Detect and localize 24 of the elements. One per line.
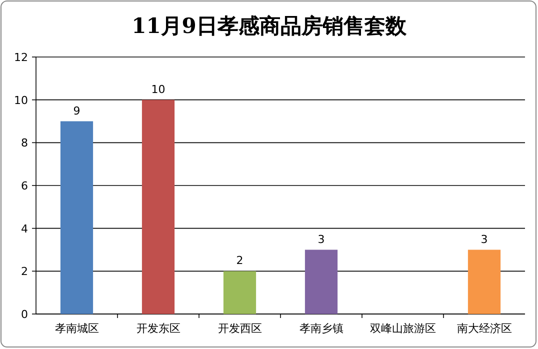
data-label: 9 [73, 104, 80, 118]
x-tick-label: 双峰山旅游区 [370, 322, 436, 335]
bar [60, 121, 94, 314]
y-tick-label: 2 [21, 265, 28, 278]
x-tick-label: 开发西区 [218, 322, 262, 335]
y-tick-label: 12 [14, 51, 28, 64]
y-tick-label: 4 [21, 222, 28, 236]
x-tick-label: 孝南乡镇 [299, 322, 344, 335]
data-label: 3 [480, 232, 488, 246]
y-tick-label: 8 [21, 136, 28, 150]
y-tick-label: 6 [21, 180, 28, 192]
bar [468, 250, 501, 314]
x-tick-label: 南大经济区 [456, 322, 512, 335]
bar [223, 271, 256, 314]
data-label: 3 [318, 232, 325, 246]
chart-title: 11月9日孝感商品房销售套数 [132, 13, 408, 38]
x-tick-label: 开发东区 [136, 322, 180, 335]
bar [304, 250, 338, 314]
bar [142, 100, 175, 314]
x-tick-label: 孝南城区 [54, 322, 99, 335]
data-label: 10 [151, 82, 166, 96]
y-tick-label: 0 [21, 308, 28, 321]
data-label: 2 [236, 254, 244, 268]
y-tick-label: 10 [14, 94, 28, 107]
